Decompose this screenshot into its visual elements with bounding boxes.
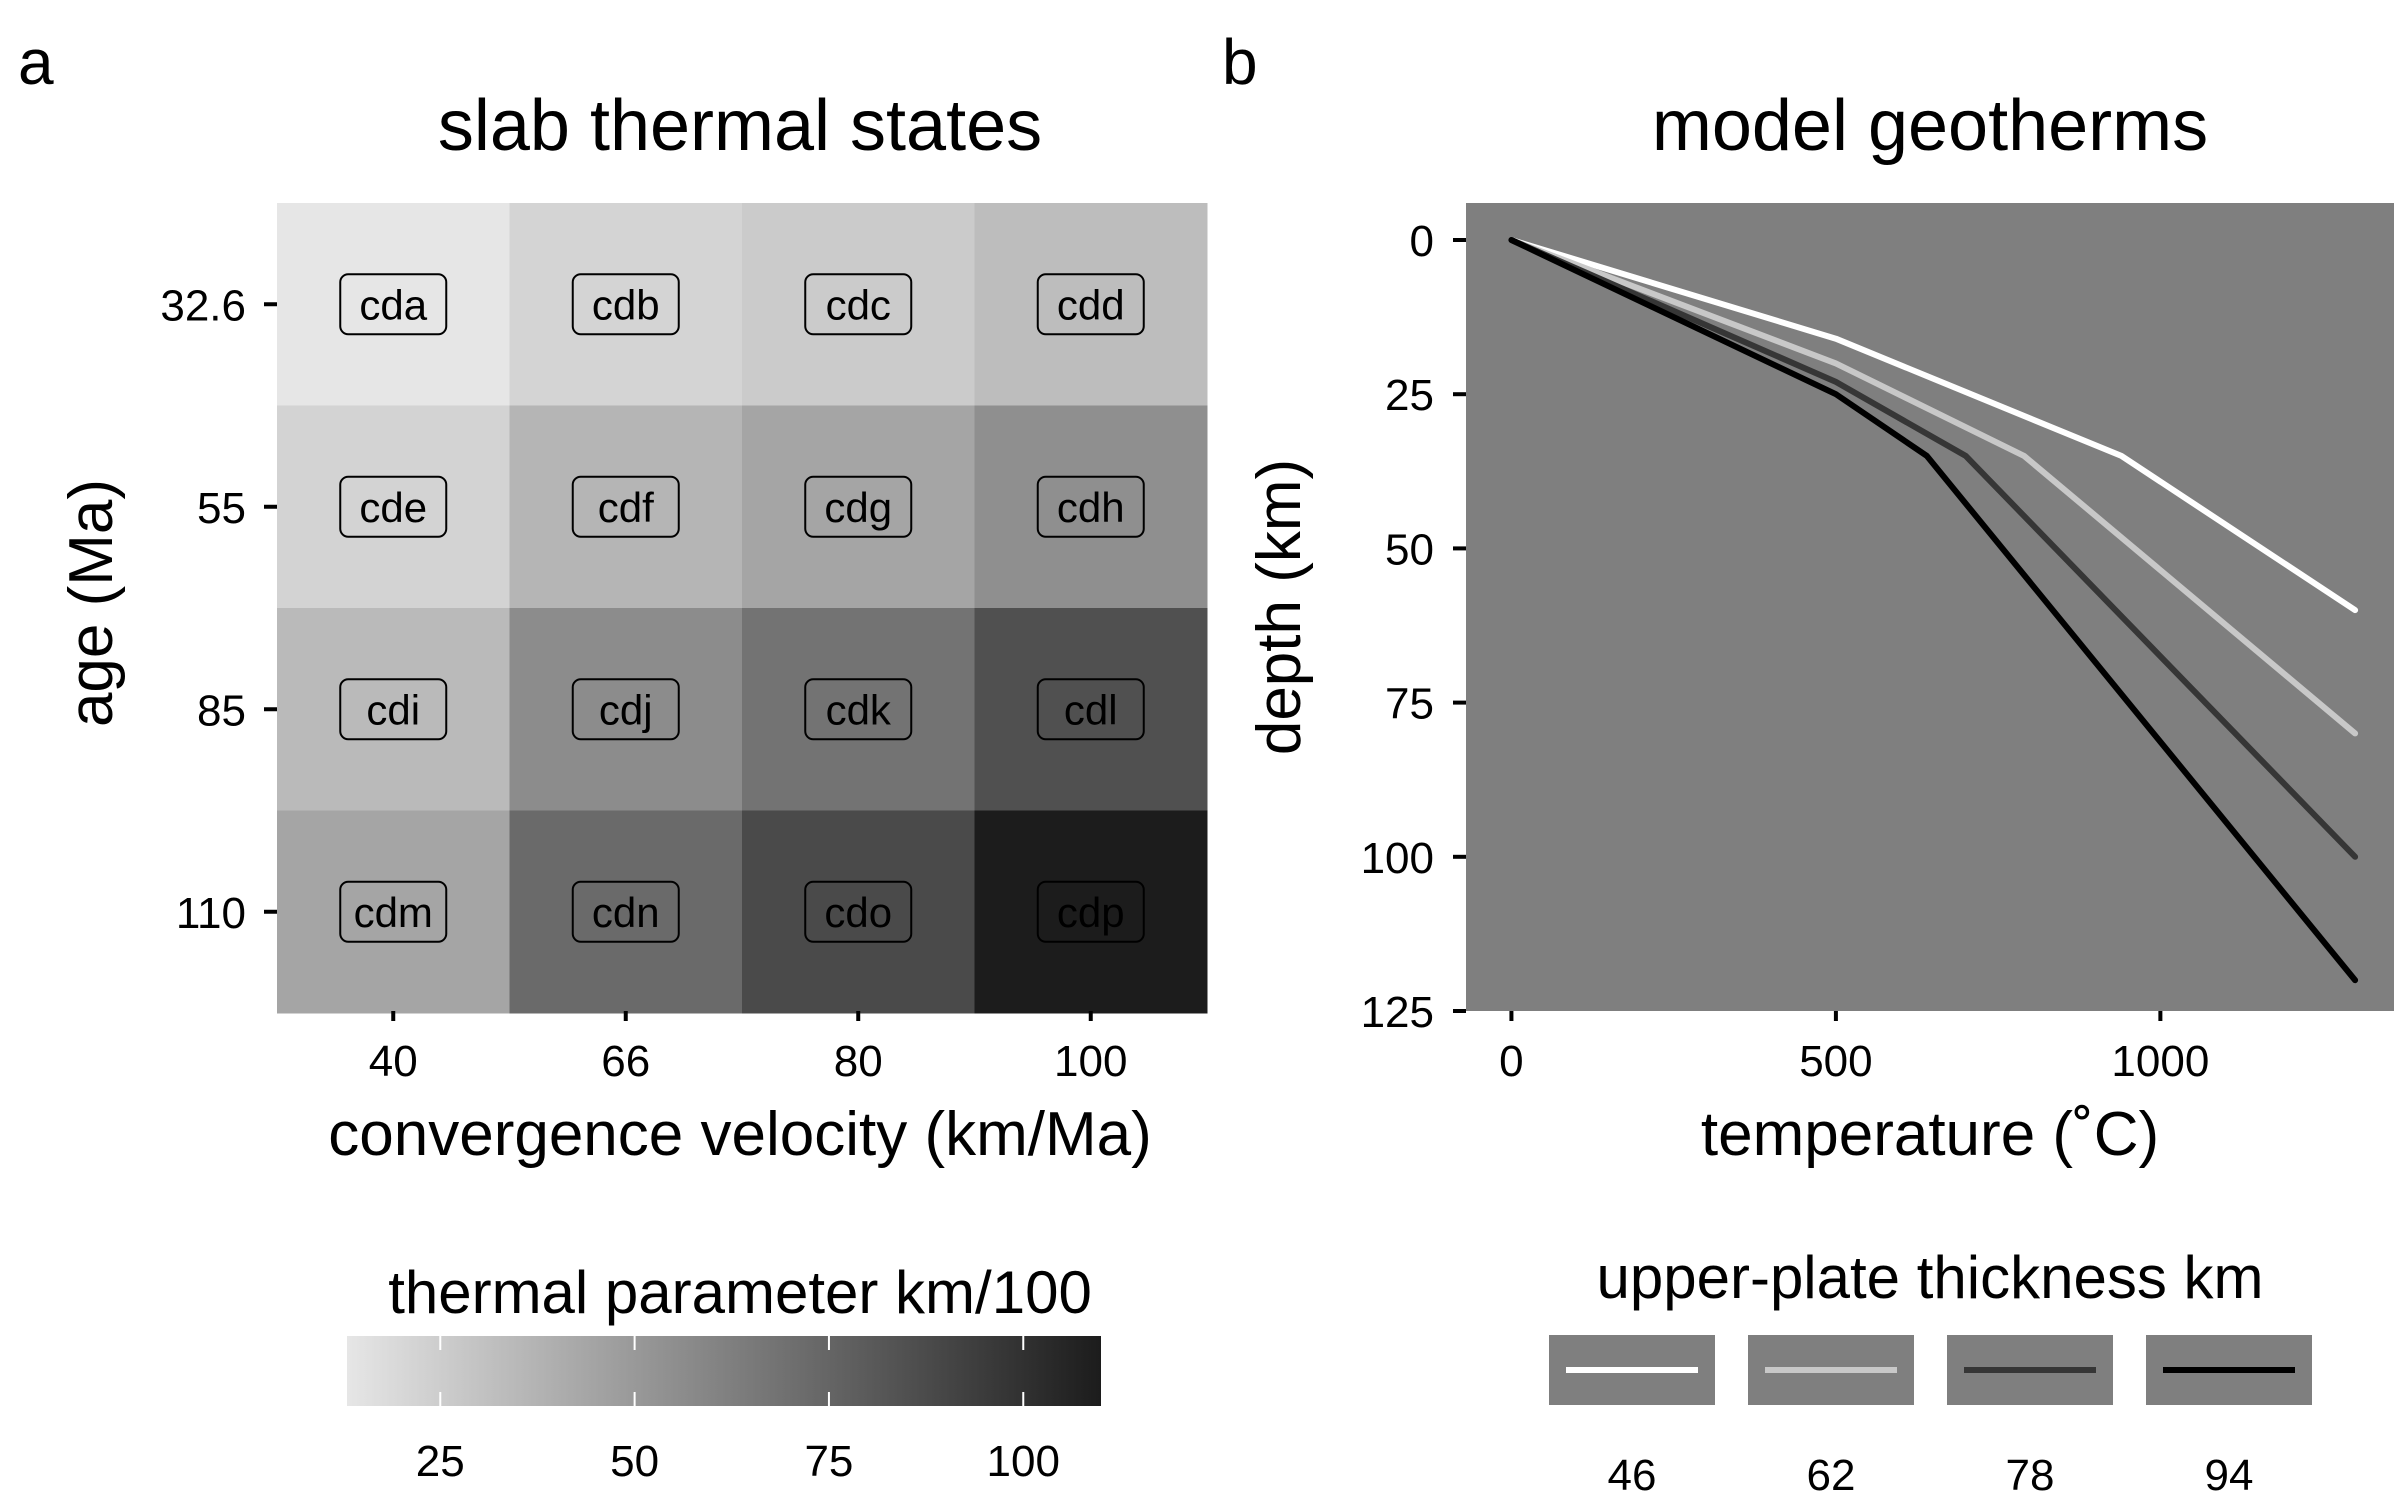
cell-label: cdd xyxy=(1057,281,1125,328)
x-tick-label: 80 xyxy=(834,1037,883,1086)
y-tick-label: 32.6 xyxy=(160,281,246,330)
cell-label: cdo xyxy=(824,889,892,936)
y-tick-label: 50 xyxy=(1385,525,1434,574)
cell-label: cda xyxy=(359,281,427,328)
cell-label-box xyxy=(1036,880,1145,943)
geotherm-y-ticks: 0 25 50 75 100 125 xyxy=(1361,217,1466,1037)
cell-label-box xyxy=(571,678,680,741)
legend-label-78: 78 xyxy=(2006,1451,2055,1500)
geotherm-line-62 xyxy=(1508,237,2359,737)
cell-label-box xyxy=(339,273,448,336)
cell-label-box xyxy=(1036,678,1145,741)
cell-label-box xyxy=(1036,475,1145,538)
colorbar-tick-label: 50 xyxy=(610,1437,659,1486)
x-tick-label: 1000 xyxy=(2111,1037,2209,1086)
heatmap-x-axis-title: convergence velocity (km/Ma) xyxy=(328,1100,1152,1169)
x-tick-label: 500 xyxy=(1799,1037,1872,1086)
cell-label: cdl xyxy=(1064,686,1118,733)
cell-label: cdh xyxy=(1057,484,1125,531)
cell-label: cdi xyxy=(366,686,420,733)
cell-label-box xyxy=(804,475,913,538)
cell-label: cde xyxy=(359,484,427,531)
y-tick-label: 125 xyxy=(1361,988,1434,1037)
cell-label: cdg xyxy=(824,484,892,531)
heatmap-x-ticks: 40 66 80 100 xyxy=(369,1011,1127,1086)
legend-label-94: 94 xyxy=(2205,1451,2254,1500)
geotherm-x-axis-title: temperature (˚C) xyxy=(1701,1100,2159,1169)
x-tick-label: 0 xyxy=(1499,1037,1523,1086)
geotherm-line-46 xyxy=(1508,237,2359,614)
cell-label-box xyxy=(571,273,680,336)
colorbar-tick-label: 25 xyxy=(416,1437,465,1486)
geotherm-legend-title: upper-plate thickness km xyxy=(1597,1244,2264,1311)
geotherm-series xyxy=(1508,237,2359,984)
cell-label-box xyxy=(339,475,448,538)
x-tick-label: 66 xyxy=(601,1037,650,1086)
cell-label-box xyxy=(804,678,913,741)
heatmap-y-ticks: 32.6 55 85 110 xyxy=(160,281,277,938)
legend-label-62: 62 xyxy=(1807,1451,1856,1500)
cell-label: cdp xyxy=(1057,889,1125,936)
cell-label-box xyxy=(339,880,448,943)
cell-label-box xyxy=(804,880,913,943)
colorbar-title: thermal parameter km/100 xyxy=(388,1259,1092,1326)
y-tick-label: 75 xyxy=(1385,680,1434,729)
panel-a-tag: a xyxy=(18,26,54,98)
y-tick-label: 100 xyxy=(1361,834,1434,883)
geotherm-title: model geotherms xyxy=(1652,86,2208,166)
cell-label-box xyxy=(339,678,448,741)
colorbar-tick-label: 75 xyxy=(804,1437,853,1486)
cell-label: cdb xyxy=(592,281,660,328)
y-tick-label: 0 xyxy=(1410,217,1434,266)
x-tick-label: 100 xyxy=(1054,1037,1127,1086)
panel-a: a slab thermal states cda cdb cdc cdd cde cdf… xyxy=(18,26,1208,1486)
cell-label: cdm xyxy=(354,889,433,936)
panel-b: b model geotherms 0 500 1000 0 25 50 75 100 125… xyxy=(1222,26,2394,1500)
cell-label: cdn xyxy=(592,889,660,936)
geotherm-y-axis-title: depth (km) xyxy=(1245,459,1314,755)
geotherm-line-94 xyxy=(1508,237,2359,984)
panel-b-tag: b xyxy=(1222,26,1258,98)
colorbar xyxy=(347,1336,1101,1406)
geotherm-legend: 46 62 78 94 xyxy=(1549,1335,2312,1500)
cell-label-box xyxy=(571,880,680,943)
colorbar-ticks: 25 50 75 100 xyxy=(416,1336,1060,1486)
geotherm-plot-background xyxy=(1466,203,2394,1011)
heatmap-title: slab thermal states xyxy=(438,86,1042,166)
y-tick-label: 55 xyxy=(197,484,246,533)
cell-label-box xyxy=(804,273,913,336)
cell-label: cdf xyxy=(598,484,654,531)
heatmap-y-axis-title: age (Ma) xyxy=(57,479,126,727)
y-tick-label: 110 xyxy=(176,889,246,938)
geotherm-line-78 xyxy=(1508,237,2359,860)
cell-label: cdc xyxy=(826,281,891,328)
cell-label: cdk xyxy=(826,686,892,733)
x-tick-label: 40 xyxy=(369,1037,418,1086)
geotherm-x-ticks: 0 500 1000 xyxy=(1499,1011,2209,1086)
cell-label: cdj xyxy=(599,686,653,733)
cell-label-box xyxy=(571,475,680,538)
colorbar-tick-label: 100 xyxy=(987,1437,1060,1486)
y-tick-label: 25 xyxy=(1385,371,1434,420)
y-tick-label: 85 xyxy=(197,686,246,735)
cell-label-box xyxy=(1036,273,1145,336)
legend-label-46: 46 xyxy=(1608,1451,1657,1500)
heatmap-cells: cda cdb cdc cdd cde cdf cdg cdh cdi cdj cdk cdl cdm c… xyxy=(277,203,1208,1014)
